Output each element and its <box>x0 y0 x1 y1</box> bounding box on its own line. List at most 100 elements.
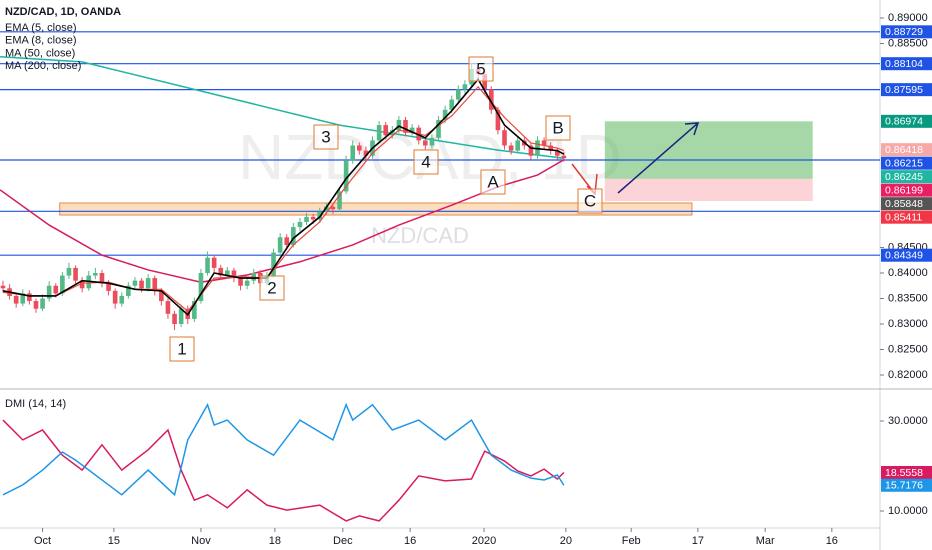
candle-body <box>554 150 560 156</box>
annotation-box <box>577 188 603 214</box>
annotation-label: 1 <box>177 339 186 358</box>
candle-body <box>93 272 98 276</box>
candle-body <box>423 140 428 146</box>
candle-body <box>403 120 408 133</box>
candle-body <box>508 145 514 151</box>
candle-body <box>112 290 118 304</box>
candle-body <box>165 301 171 314</box>
price-tag-label: 0.86974 <box>885 116 923 128</box>
candle-body <box>271 252 276 276</box>
annotation-box <box>413 149 439 175</box>
price-tag-label: 0.86245 <box>885 171 923 183</box>
y-tick-label: 0.82500 <box>888 343 928 355</box>
candle-body <box>231 270 237 279</box>
price-tag-label: 0.85848 <box>885 198 923 210</box>
annotation-box <box>259 275 285 301</box>
x-tick-label: 16 <box>826 535 838 547</box>
candle-body <box>456 89 461 100</box>
candle-body <box>284 237 290 245</box>
x-tick-label: 16 <box>404 535 416 547</box>
candle-body <box>324 206 329 212</box>
price-tag <box>881 83 932 97</box>
x-tick-label: Oct <box>34 535 51 547</box>
x-tick-label: 18 <box>269 535 281 547</box>
candle-body <box>350 145 356 161</box>
candle-body <box>357 145 362 151</box>
candle-body <box>409 127 415 133</box>
candle-body <box>46 285 52 299</box>
price-tag <box>881 143 932 157</box>
watermark-sub: NZD/CAD <box>371 223 469 248</box>
price-tag-label: 0.87595 <box>885 84 923 96</box>
y-tick-label: 0.89000 <box>888 12 928 24</box>
candle-body <box>482 74 488 90</box>
dmi-line <box>2 419 565 522</box>
annotation-label: 3 <box>321 127 330 146</box>
candle-body <box>79 280 85 289</box>
ema-line <box>2 77 565 317</box>
candle-body <box>53 285 59 294</box>
annotation-box <box>313 124 339 150</box>
annotation-box <box>468 56 494 82</box>
candle-body <box>238 278 243 286</box>
candle-body <box>244 280 250 286</box>
y-tick-label: 0.83000 <box>888 318 928 330</box>
dmi-tag-label: 18.5558 <box>885 467 923 479</box>
price-tag <box>881 197 932 211</box>
support-zone <box>59 202 693 216</box>
candle-body <box>304 216 309 222</box>
candle-body <box>218 267 224 276</box>
annotation-label: 2 <box>267 278 276 297</box>
price-tag <box>881 114 932 128</box>
annotation-label: B <box>552 118 563 137</box>
legend-title: NZD/CAD, 1D, OANDA <box>5 6 121 18</box>
dmi-title: DMI (14, 14) <box>5 398 66 410</box>
candle-body <box>548 145 554 151</box>
candle-body <box>291 227 296 245</box>
candle-body <box>126 285 131 296</box>
candle-body <box>337 191 342 210</box>
candle-body <box>225 270 230 276</box>
candle-body <box>152 278 158 291</box>
candle-body <box>211 257 217 268</box>
candle-body <box>13 295 19 304</box>
y-tick-label: 0.83500 <box>888 292 928 304</box>
price-tag <box>881 210 932 224</box>
x-tick-label: 2020 <box>472 535 496 547</box>
price-tag <box>881 248 932 262</box>
candle-body <box>73 267 78 281</box>
candle-body <box>172 313 177 324</box>
legend-entry: EMA (5, close) <box>5 22 77 34</box>
price-tag-label: 0.86418 <box>885 144 923 156</box>
x-tick-label: Nov <box>191 535 211 547</box>
dmi-line <box>2 402 565 497</box>
candle-body <box>198 272 204 302</box>
annotation-box <box>480 169 506 195</box>
blue-arrow-head <box>684 122 700 136</box>
price-tag-label: 0.86215 <box>885 157 923 169</box>
annotation-label: 5 <box>476 59 485 78</box>
candle-body <box>297 221 303 228</box>
candle-body <box>139 280 144 289</box>
annotation-box <box>169 336 195 362</box>
annotation-box <box>545 115 571 141</box>
price-tag-label: 0.86199 <box>885 184 923 196</box>
price-tag <box>881 170 932 184</box>
x-tick-label: Feb <box>622 535 641 547</box>
candle-body <box>27 293 32 302</box>
candle-body <box>60 275 65 294</box>
candle-body <box>541 140 547 146</box>
y-tick-label: 0.84000 <box>888 267 928 279</box>
annotation-label: C <box>584 191 596 210</box>
candle-body <box>363 150 369 156</box>
candle-body <box>429 137 435 146</box>
dmi-tag <box>881 478 932 492</box>
candle-body <box>396 120 402 131</box>
annotation-label: 4 <box>421 152 430 171</box>
price-tag-label: 0.88104 <box>885 58 923 70</box>
candle-body <box>0 285 6 289</box>
dmi-tick-label: 10.0000 <box>888 505 928 517</box>
candle-body <box>376 125 382 141</box>
price-tag <box>881 25 932 39</box>
